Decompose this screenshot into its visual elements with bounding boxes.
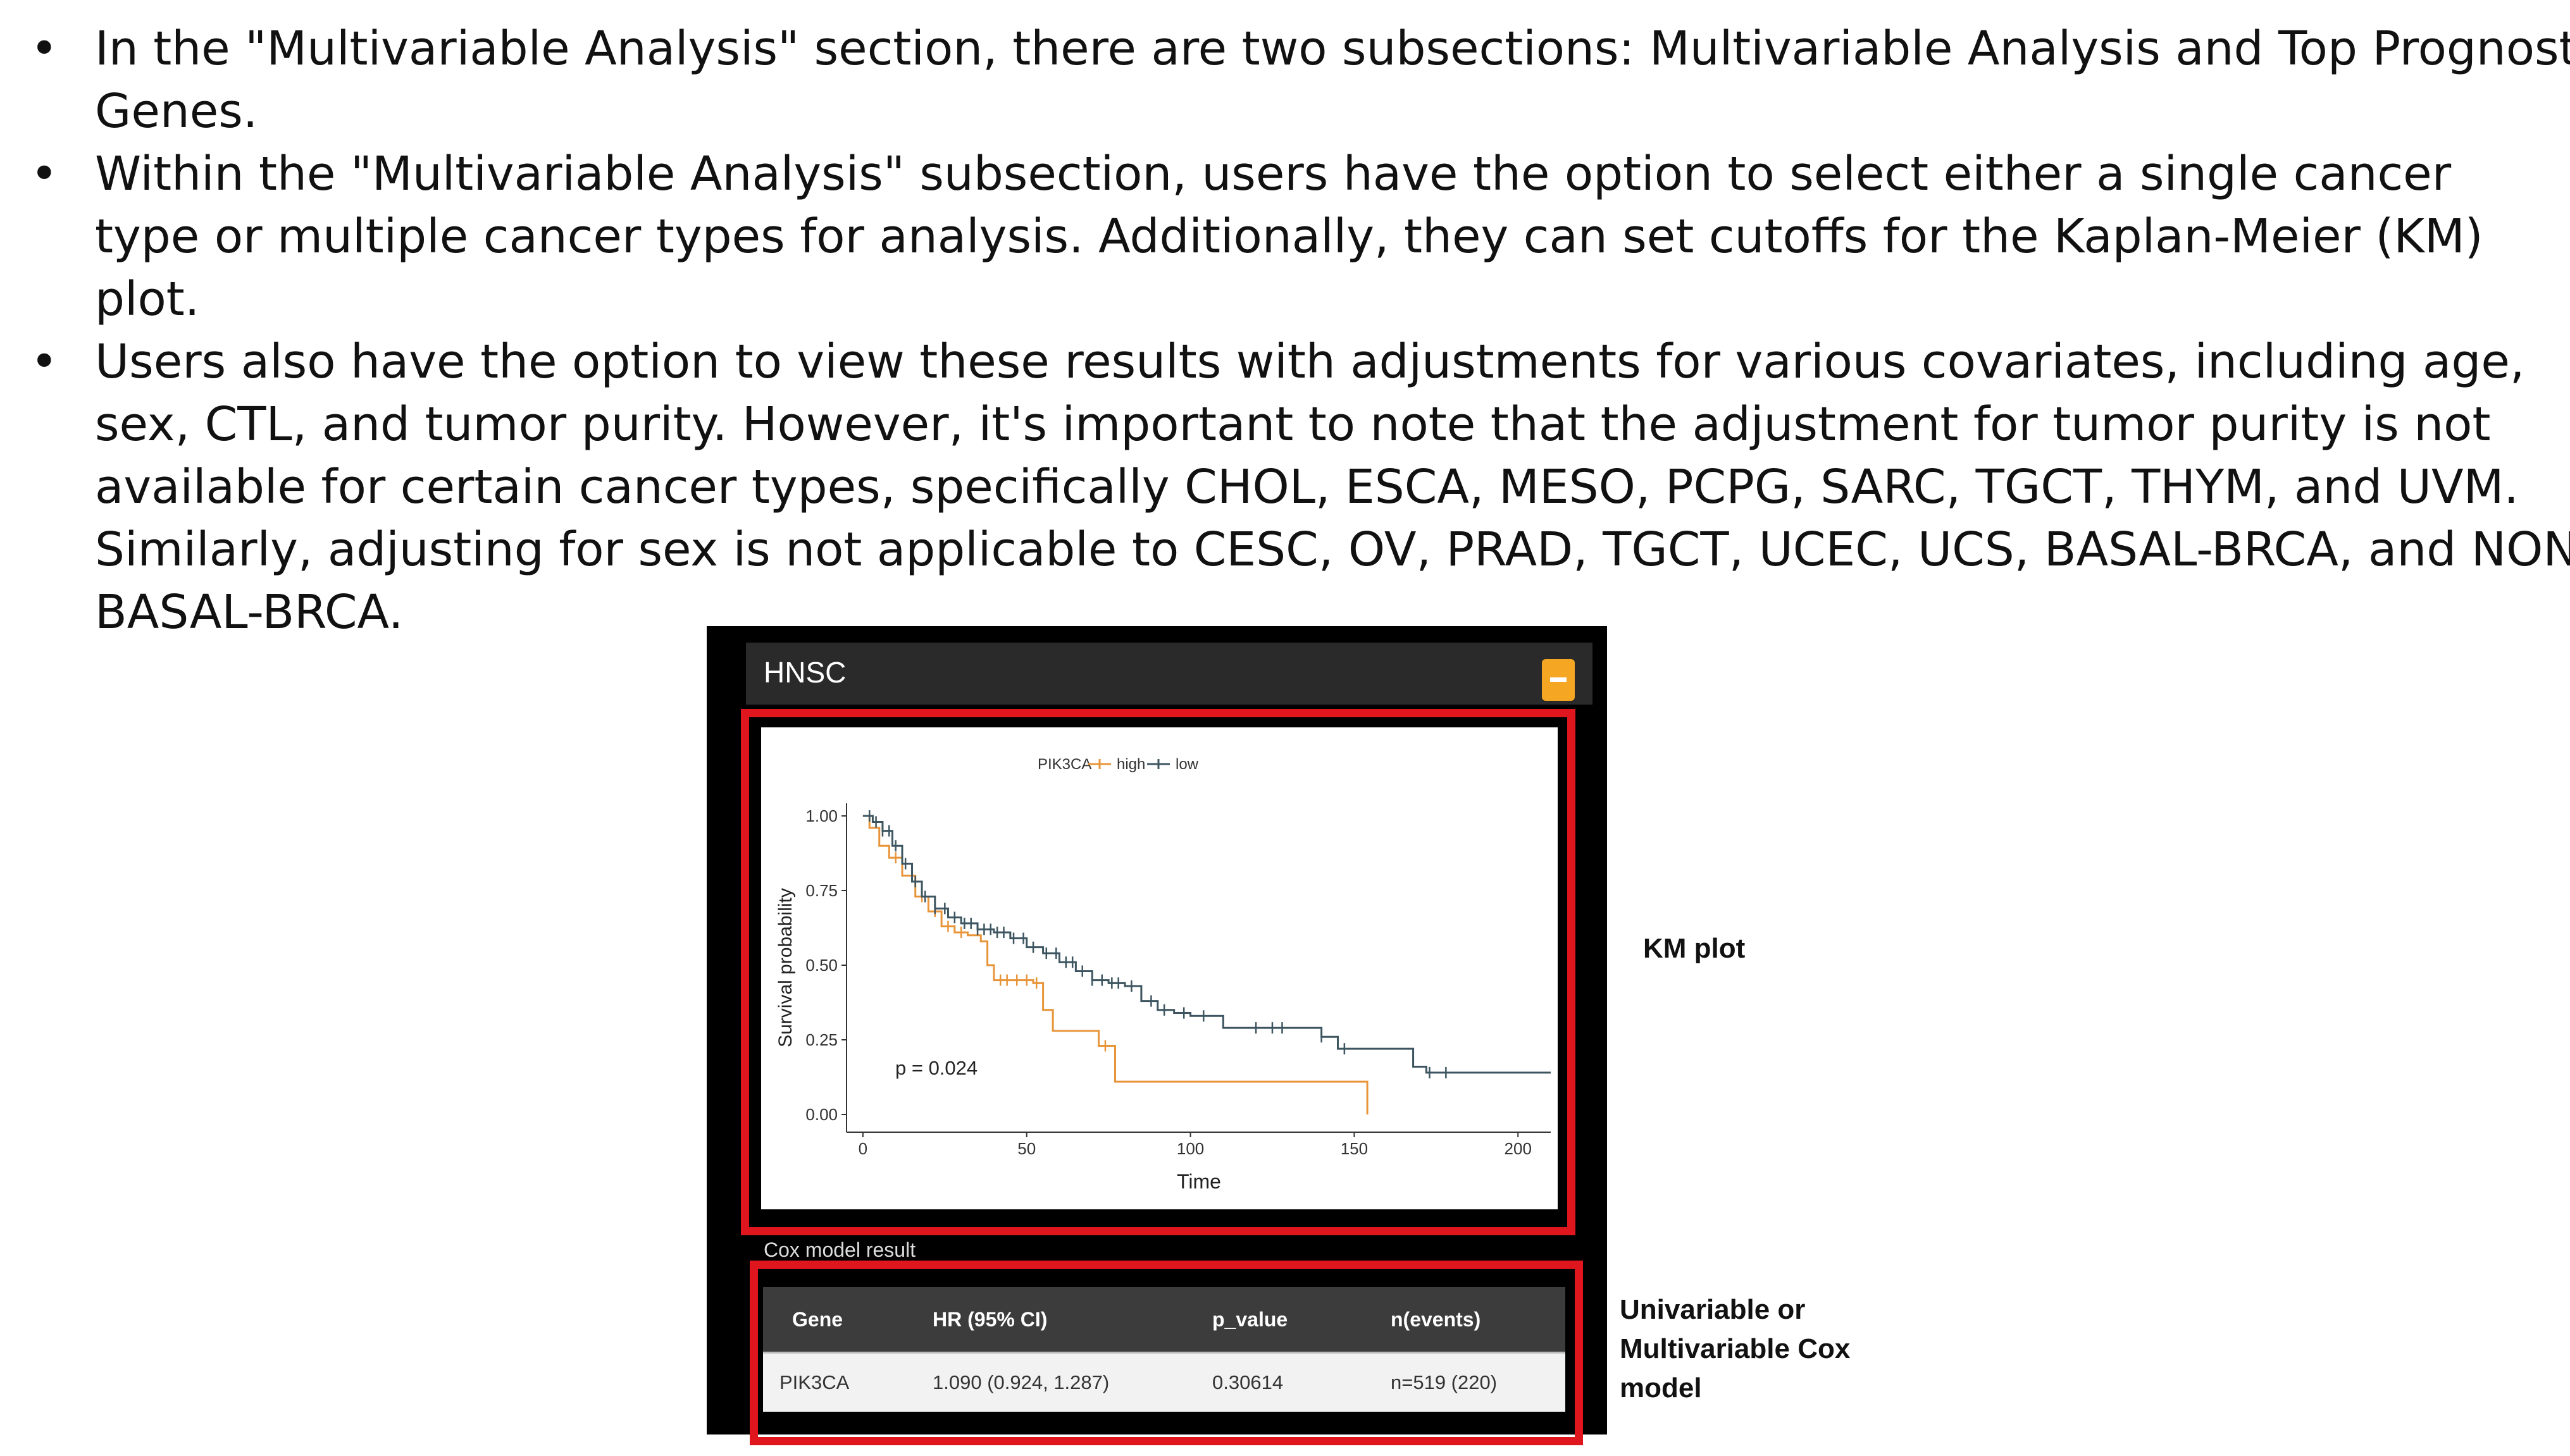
cox-label-line: Multivariable Cox [1620, 1333, 1851, 1364]
bullet-dot: • [30, 22, 58, 76]
x-tick-label: 150 [1341, 1139, 1368, 1158]
cox-label-line: model [1620, 1373, 1702, 1404]
bullet-text: Within the "Multivariable Analysis" subs… [95, 147, 2483, 326]
x-axis-label: Time [1177, 1170, 1221, 1193]
legend-low-label: low [1176, 756, 1199, 773]
bullet-text: In the "Multivariable Analysis" section,… [95, 22, 2570, 139]
column-header[interactable]: p_value [1212, 1287, 1390, 1354]
collapse-button[interactable] [1542, 659, 1575, 701]
km-plot: PIK3CA high low 0.00 0.25 0.50 0.75 1.00 0 50… [775, 756, 1551, 1193]
y-axis-label: Survival probability [775, 888, 796, 1047]
cox-table-highlight [750, 1261, 1583, 1445]
cox-model-label: Univariable or Multivariable Cox model [1620, 1290, 1850, 1408]
table-header-row: Gene HR (95% CI) p_value n(events) [763, 1287, 1565, 1354]
legend-title: PIK3CA [1038, 756, 1091, 773]
km-plot-highlight [741, 709, 1575, 1235]
legend-high-label: high [1117, 756, 1145, 773]
column-header[interactable]: n(events) [1390, 1287, 1565, 1354]
column-header[interactable]: HR (95% CI) [932, 1287, 1212, 1354]
bullet-text: Users also have the option to view these… [95, 335, 2570, 639]
bullet-dot: • [30, 147, 58, 201]
x-tick-label: 0 [859, 1139, 867, 1158]
bullet-dot: • [30, 335, 58, 389]
km-plot-background [761, 727, 1558, 1209]
bullet-2: • Within the "Multivariable Analysis" su… [30, 143, 2537, 331]
cox-table: Gene HR (95% CI) p_value n(events) PIK3C… [763, 1287, 1565, 1412]
x-tick-label: 100 [1177, 1139, 1204, 1158]
bullet-1: • In the "Multivariable Analysis" sectio… [30, 18, 2570, 143]
km-plot-label: KM plot [1643, 933, 1746, 964]
panel-title: HNSC [764, 656, 847, 689]
y-tick-label: 0.50 [805, 956, 838, 975]
y-tick-label: 1.00 [805, 806, 838, 825]
y-tick-label: 0.75 [805, 881, 838, 900]
table-cell: 0.30614 [1212, 1352, 1390, 1412]
panel-header: HNSC [746, 643, 1592, 705]
y-tick-label: 0.00 [805, 1105, 838, 1124]
minus-icon [1550, 677, 1567, 682]
table-cell: 1.090 (0.924, 1.287) [932, 1352, 1212, 1412]
bullet-3: • Users also have the option to view the… [30, 331, 2570, 644]
table-cell: n=519 (220) [1390, 1352, 1565, 1412]
chart-legend: PIK3CA high low [1038, 756, 1199, 773]
x-tick-label: 50 [1017, 1139, 1036, 1158]
x-tick-label: 200 [1505, 1139, 1532, 1158]
cox-label-line: Univariable or [1620, 1294, 1806, 1325]
p-value-annotation: p = 0.024 [895, 1057, 978, 1079]
cox-caption: Cox model result [764, 1238, 916, 1261]
table-cell: PIK3CA [763, 1352, 932, 1412]
table-row: PIK3CA 1.090 (0.924, 1.287) 0.30614 n=51… [763, 1352, 1565, 1412]
y-tick-label: 0.25 [805, 1030, 838, 1049]
column-header[interactable]: Gene [763, 1287, 932, 1354]
